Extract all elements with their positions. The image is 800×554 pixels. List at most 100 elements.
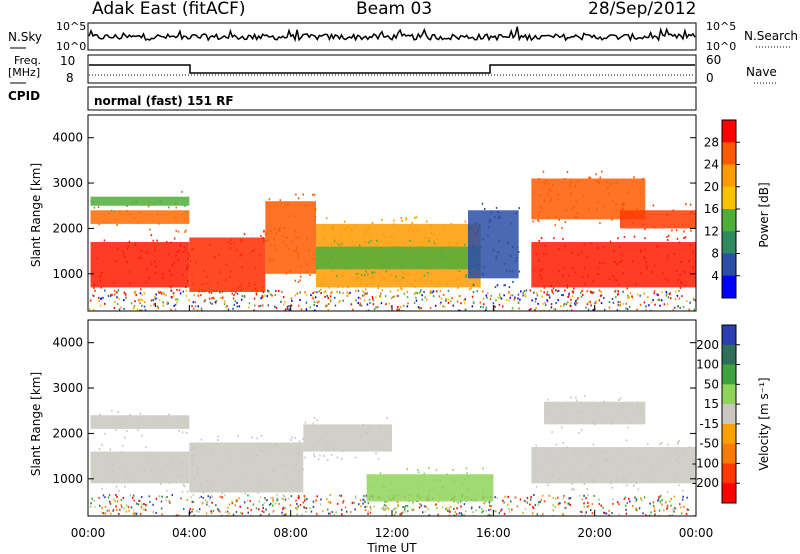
noise-cell <box>268 513 270 516</box>
echo-cell <box>346 295 348 297</box>
echo-cell <box>570 192 572 195</box>
echo-cell <box>175 217 177 220</box>
noise-cell <box>300 308 303 311</box>
noise-cell <box>243 501 246 504</box>
echo-cell <box>440 247 442 250</box>
echo-cell <box>296 246 298 249</box>
noise-cell <box>113 289 116 292</box>
noise-cell <box>260 297 262 300</box>
noise-cell <box>438 295 441 298</box>
echo-cell <box>192 282 194 285</box>
noise-cell <box>327 308 329 311</box>
echo-cell <box>176 418 178 421</box>
noise-cell <box>123 299 125 302</box>
echo-cell <box>372 276 374 279</box>
velocity-ylabel: Slant Range [km] <box>29 372 43 476</box>
echo-cell <box>299 443 301 446</box>
noise-cell <box>665 294 667 297</box>
noise-cell <box>255 507 258 510</box>
noise-cell <box>421 298 424 301</box>
echo-cell <box>597 272 599 275</box>
echo-cell <box>380 445 383 448</box>
echo-cell <box>612 275 614 278</box>
noise-cell <box>359 499 362 502</box>
echo-cell <box>210 291 213 294</box>
noise-cell <box>586 505 589 508</box>
echo-cell <box>673 448 676 451</box>
noise-cell <box>617 304 620 307</box>
echo-cell <box>605 458 608 461</box>
echo-cell <box>620 414 622 417</box>
x-axis: 00:00 04:00 08:00 12:00 16:00 20:00 00:00 <box>71 305 713 540</box>
echo-cell <box>617 237 619 240</box>
noise-cell <box>465 510 467 513</box>
echo-cell <box>401 220 403 222</box>
echo-cell <box>571 290 574 293</box>
noise-cell <box>262 291 265 293</box>
echo-cell <box>263 240 265 243</box>
echo-cell <box>457 286 459 289</box>
noise-cell <box>453 514 455 516</box>
echo-cell <box>179 475 181 478</box>
echo-cell <box>470 287 473 290</box>
echo-cell <box>341 286 344 289</box>
echo-cell <box>482 488 484 491</box>
noise-cell <box>625 302 628 305</box>
echo-cell <box>171 456 173 459</box>
echo-cell <box>494 216 496 218</box>
noise-cell <box>141 293 143 296</box>
noise-cell <box>636 293 639 296</box>
noise-cell <box>329 295 332 298</box>
noise-cell <box>665 292 668 295</box>
echo-cell <box>556 290 559 293</box>
noise-cell <box>171 494 173 497</box>
noise-cell <box>511 307 514 310</box>
noise-cell <box>447 509 449 512</box>
echo-cell <box>229 459 232 461</box>
power-ylabel: Slant Range [km] <box>29 163 43 267</box>
echo-band <box>531 447 696 484</box>
echo-cell <box>266 239 269 242</box>
echo-cell <box>228 241 230 244</box>
echo-cell <box>688 446 691 449</box>
noise-cell <box>542 494 544 497</box>
noise-cell <box>642 512 644 515</box>
noise-cell <box>600 302 603 305</box>
echo-cell <box>202 283 204 286</box>
noise-cell <box>304 497 306 500</box>
echo-cell <box>583 194 585 197</box>
echo-cell <box>562 442 565 445</box>
noise-cell <box>452 304 455 307</box>
echo-cell <box>484 495 487 498</box>
echo-cell <box>294 436 297 439</box>
echo-cell <box>366 433 369 436</box>
noise-cell <box>221 291 224 294</box>
noise-cell <box>327 500 330 503</box>
echo-cell <box>358 244 361 247</box>
noise-cell <box>140 506 143 508</box>
cpid-text: normal (fast) 151 RF <box>94 94 234 108</box>
noise-cell <box>495 299 497 302</box>
noise-cell <box>390 305 393 308</box>
echo-cell <box>580 429 583 432</box>
echo-cell <box>427 272 429 274</box>
noise-cell <box>282 498 284 501</box>
echo-cell <box>618 452 620 455</box>
echo-cell <box>664 278 667 281</box>
echo-cell <box>281 235 284 237</box>
echo-cell <box>279 445 281 448</box>
echo-cell <box>540 206 542 209</box>
echo-band <box>90 451 190 484</box>
echo-cell <box>402 275 404 278</box>
echo-cell <box>379 425 381 428</box>
echo-cell <box>497 211 499 214</box>
echo-cell <box>92 201 94 204</box>
echo-cell <box>289 269 292 272</box>
echo-cell <box>135 294 138 296</box>
noise-cell <box>327 297 329 299</box>
noise-cell <box>224 511 227 514</box>
noise-cell <box>274 294 276 297</box>
noise-cell <box>538 501 540 504</box>
noise-cell <box>104 289 106 292</box>
